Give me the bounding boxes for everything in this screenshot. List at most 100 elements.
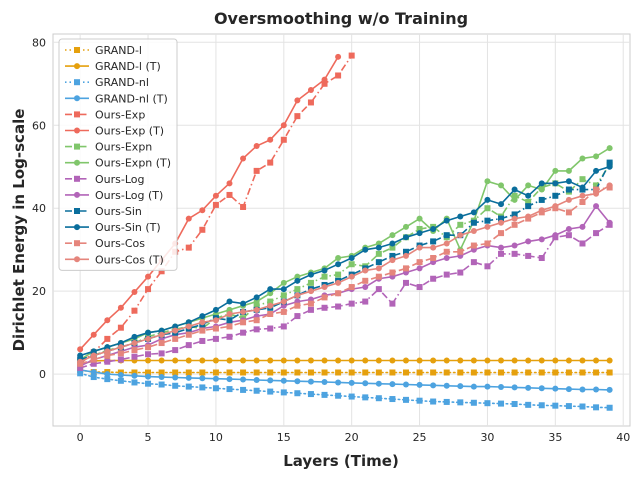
data-point xyxy=(443,271,450,278)
data-point xyxy=(226,191,233,198)
data-point xyxy=(90,369,97,376)
data-point xyxy=(416,215,423,222)
data-point xyxy=(389,269,396,276)
data-point xyxy=(498,357,505,364)
data-point xyxy=(538,236,545,243)
data-point xyxy=(511,211,518,218)
data-point xyxy=(593,182,600,189)
data-point xyxy=(104,317,111,324)
data-point xyxy=(443,232,450,239)
data-point xyxy=(294,313,301,320)
data-point xyxy=(253,369,260,376)
data-point xyxy=(430,382,437,389)
data-point xyxy=(158,350,165,357)
data-point xyxy=(185,374,192,381)
data-point xyxy=(606,145,613,152)
data-point xyxy=(470,399,477,406)
data-point xyxy=(484,400,491,407)
data-point xyxy=(145,286,152,293)
data-point xyxy=(212,325,219,332)
data-point xyxy=(90,360,97,367)
legend-marker xyxy=(74,175,80,182)
data-point xyxy=(593,203,600,210)
y-tick-label: 0 xyxy=(39,368,46,381)
data-point xyxy=(362,394,369,401)
data-point xyxy=(430,255,437,261)
legend-label: Ours-Cos xyxy=(95,237,145,250)
legend-item: Ours-Log (T) xyxy=(65,189,163,202)
series-line xyxy=(79,204,611,367)
data-point xyxy=(321,284,328,291)
data-point xyxy=(335,261,342,268)
data-point xyxy=(416,259,423,266)
data-point xyxy=(185,342,192,349)
series-line xyxy=(79,165,610,357)
data-point xyxy=(321,379,328,386)
data-point xyxy=(375,395,382,402)
data-point xyxy=(104,344,111,351)
data-point xyxy=(552,369,559,376)
data-point xyxy=(117,324,124,331)
series-line xyxy=(79,186,610,365)
data-point xyxy=(253,294,260,301)
data-point xyxy=(498,215,505,222)
data-point xyxy=(172,357,179,364)
data-point xyxy=(470,219,477,226)
data-point xyxy=(511,221,518,228)
data-point xyxy=(484,383,491,390)
data-point xyxy=(552,167,559,174)
data-point xyxy=(538,207,545,214)
data-point xyxy=(321,80,328,87)
data-point xyxy=(375,240,382,247)
data-point xyxy=(321,267,328,274)
data-point xyxy=(158,381,165,388)
data-point xyxy=(593,230,600,237)
data-point xyxy=(267,159,274,166)
data-point xyxy=(199,207,206,214)
data-point xyxy=(158,369,165,376)
data-point xyxy=(402,369,409,376)
y-tick-label: 60 xyxy=(32,119,46,132)
data-point xyxy=(294,286,301,293)
data-point xyxy=(117,371,124,378)
data-point xyxy=(525,182,532,189)
legend-label: Ours-Expn (T) xyxy=(95,157,171,170)
data-point xyxy=(253,302,260,309)
data-point xyxy=(280,323,287,330)
legend-marker xyxy=(74,256,80,263)
data-point xyxy=(267,290,274,297)
data-point xyxy=(253,143,260,149)
legend: GRAND-l GRAND-l (T) GRAND-nl GRAND-nl (T) Ou… xyxy=(58,38,178,271)
data-point xyxy=(457,232,464,239)
legend-label: Ours-Exp (T) xyxy=(95,125,164,138)
data-point xyxy=(158,374,165,381)
legend-item: GRAND-l xyxy=(65,44,142,57)
data-point xyxy=(565,209,572,216)
data-point xyxy=(240,319,247,326)
x-tick-label: 0 xyxy=(77,431,84,444)
data-point xyxy=(470,369,477,376)
data-point xyxy=(606,163,613,170)
data-point xyxy=(348,357,355,364)
legend-marker xyxy=(74,208,80,214)
data-point xyxy=(457,357,464,364)
legend-marker xyxy=(74,79,80,86)
data-point xyxy=(307,288,314,295)
data-point xyxy=(158,357,165,364)
data-point xyxy=(267,136,274,143)
legend-marker xyxy=(74,191,80,198)
data-point xyxy=(185,323,192,330)
data-point xyxy=(375,369,382,376)
data-point xyxy=(240,386,247,393)
data-point xyxy=(77,358,84,365)
data-point xyxy=(362,380,369,387)
data-point xyxy=(307,357,314,364)
series-13 xyxy=(77,182,613,365)
data-point xyxy=(389,257,396,264)
data-point xyxy=(498,201,505,208)
data-point xyxy=(131,333,138,340)
data-point xyxy=(145,329,152,336)
data-point xyxy=(579,369,586,376)
data-point xyxy=(158,331,165,338)
data-point xyxy=(593,357,600,364)
